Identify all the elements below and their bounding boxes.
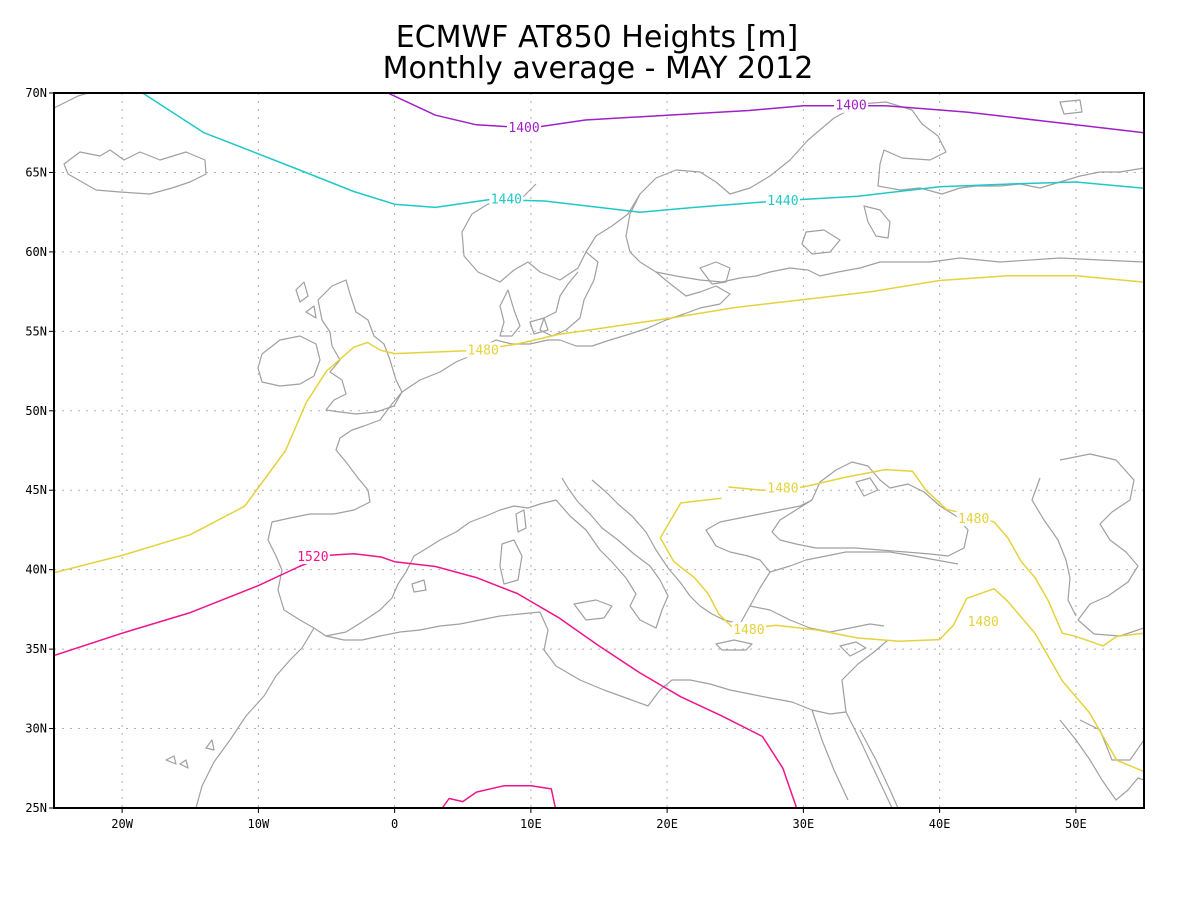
lon-tick-label: 40E bbox=[929, 817, 951, 831]
lat-tick-label: 60N bbox=[25, 245, 47, 259]
contour-label-1480: 1480 bbox=[968, 615, 999, 630]
coastline-ireland bbox=[257, 335, 321, 387]
coastline-black-sea bbox=[771, 461, 969, 557]
lat-tick-label: 40N bbox=[25, 563, 47, 577]
contour-label-1520: 1520 bbox=[297, 550, 328, 565]
coastline-caspian-west bbox=[1031, 477, 1077, 617]
coastline-canary bbox=[165, 739, 215, 769]
map-frame bbox=[53, 92, 1145, 809]
contour-1480 bbox=[728, 468, 1144, 647]
coastline-gulf-finland bbox=[559, 271, 731, 347]
coastline-arabia bbox=[1059, 719, 1144, 801]
contour-label-1440: 1440 bbox=[767, 194, 798, 209]
contour-label-background bbox=[834, 97, 869, 113]
coastline-iceland bbox=[63, 149, 207, 195]
contour-label-1400: 1400 bbox=[835, 99, 866, 114]
contour-label-background bbox=[295, 548, 330, 564]
lat-tick-label: 45N bbox=[25, 483, 47, 497]
coastline-sicily bbox=[573, 599, 613, 621]
lon-tick-label: 10E bbox=[520, 817, 542, 831]
contour-layer bbox=[54, 93, 1144, 808]
title-line-2: Monthly average - MAY 2012 bbox=[383, 51, 814, 86]
lat-tick-label: 30N bbox=[25, 722, 47, 736]
title-line-1: ECMWF AT850 Heights [m] bbox=[396, 20, 799, 55]
coastline-balearic bbox=[411, 579, 427, 593]
contour-label-background bbox=[507, 119, 542, 135]
contour-label-1400: 1400 bbox=[508, 121, 539, 136]
coastline-europe-west bbox=[267, 339, 669, 637]
lat-tick-label: 50N bbox=[25, 404, 47, 418]
coastline-cyprus bbox=[839, 641, 867, 657]
coastline-north-africa bbox=[195, 611, 899, 808]
lat-tick-label: 70N bbox=[25, 86, 47, 100]
coastline-persian-gulf bbox=[1079, 719, 1144, 761]
contour-label-background bbox=[765, 193, 800, 209]
coastline-hebrides bbox=[295, 281, 317, 319]
lon-tick-label: 30E bbox=[793, 817, 815, 831]
contour-label-background bbox=[489, 191, 524, 207]
coastline-white-sea bbox=[863, 99, 1083, 239]
lat-tick-label: 65N bbox=[25, 165, 47, 179]
contour-1480 bbox=[659, 497, 1144, 773]
axis-labels: 20W 10W 0 10E 20E 30E 40E 50E 25N 30N 35N 40N 45N 50N… bbox=[25, 86, 1086, 831]
graticule bbox=[54, 93, 1144, 808]
coastline-caspian bbox=[1059, 453, 1144, 637]
contour-label-1480: 1480 bbox=[767, 482, 798, 497]
contour-label-background bbox=[466, 342, 501, 358]
lon-tick-label: 50E bbox=[1065, 817, 1087, 831]
coastline-corsica bbox=[515, 509, 527, 533]
coastline-balkans bbox=[591, 479, 813, 625]
contour-label-background bbox=[956, 510, 991, 526]
coastline-crimea bbox=[855, 477, 879, 497]
contour-label-1480: 1480 bbox=[733, 623, 764, 638]
coastline-lake-ladoga bbox=[699, 229, 841, 285]
contour-label-1480: 1480 bbox=[468, 343, 499, 358]
coastline-baltic bbox=[539, 251, 599, 337]
coastline-great-britain bbox=[317, 279, 403, 415]
lon-tick-label: 20E bbox=[656, 817, 678, 831]
contour-1400 bbox=[387, 93, 1144, 134]
contour-label-background bbox=[966, 614, 1001, 630]
contour-1520 bbox=[441, 785, 557, 808]
contour-1520 bbox=[54, 553, 798, 808]
contour-1440 bbox=[142, 93, 1144, 213]
coastline-red-sea bbox=[845, 711, 893, 808]
contour-label-background bbox=[731, 622, 766, 638]
lon-tick-label: 0 bbox=[391, 817, 398, 831]
lon-tick-label: 10W bbox=[248, 817, 270, 831]
contour-label-layer: 1400 1400 1440 1440 1480 1480 1480 1480 1480 1520 bbox=[295, 97, 1001, 638]
coastline-sardinia bbox=[499, 539, 523, 585]
contour-1480 bbox=[54, 274, 1144, 574]
lon-tick-label: 20W bbox=[111, 817, 133, 831]
coastline-layer bbox=[54, 93, 1144, 808]
coastline-denmark bbox=[499, 289, 549, 337]
lat-tick-label: 55N bbox=[25, 324, 47, 338]
coastline-greenland bbox=[54, 93, 89, 109]
coastline-crete bbox=[715, 639, 753, 651]
contour-label-1440: 1440 bbox=[491, 192, 522, 207]
lat-tick-label: 25N bbox=[25, 801, 47, 815]
coastline-anatolia bbox=[749, 551, 959, 633]
contour-label-1480: 1480 bbox=[958, 512, 989, 527]
contour-label-background bbox=[765, 480, 800, 496]
coastline-scandinavia bbox=[461, 101, 1144, 283]
lat-tick-label: 35N bbox=[25, 642, 47, 656]
coastline-bothnia bbox=[625, 193, 1144, 283]
